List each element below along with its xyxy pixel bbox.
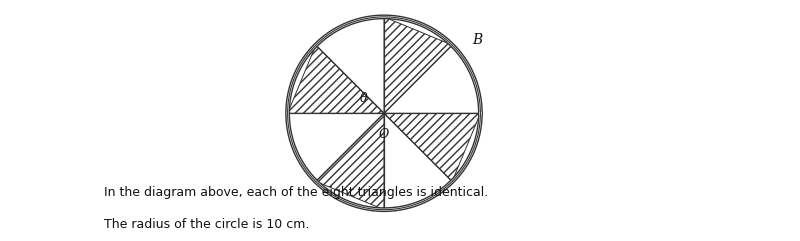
Text: θ: θ: [360, 92, 368, 105]
Text: O: O: [379, 128, 389, 141]
Text: The radius of the circle is 10 cm.: The radius of the circle is 10 cm.: [104, 218, 310, 231]
Text: B: B: [472, 33, 482, 47]
Text: In the diagram above, each of the eight triangles is identical.: In the diagram above, each of the eight …: [104, 186, 488, 199]
